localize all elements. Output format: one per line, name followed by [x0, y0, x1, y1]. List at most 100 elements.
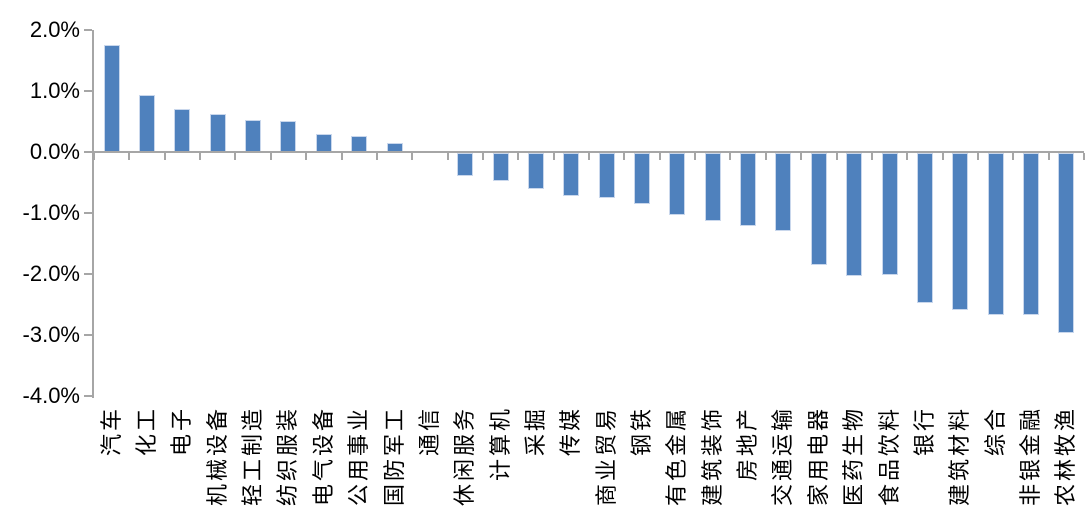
x-category-label: 医药生物	[841, 406, 867, 507]
y-tick-label: 0.0%	[29, 139, 80, 164]
x-category-label: 化工	[134, 406, 160, 457]
bar	[527, 153, 544, 190]
x-tick	[375, 153, 378, 160]
x-tick	[305, 153, 308, 160]
x-category-label: 综合	[982, 406, 1008, 457]
x-category-label: 机械设备	[204, 406, 230, 507]
bar	[280, 120, 297, 152]
x-tick	[1083, 153, 1085, 160]
bar	[563, 153, 580, 196]
x-tick	[800, 153, 803, 160]
x-category-label: 电气设备	[310, 406, 336, 507]
x-category-label: 建筑材料	[947, 406, 973, 507]
bar	[245, 119, 262, 152]
x-category-label: 非银金融	[1017, 406, 1043, 507]
bar	[846, 153, 863, 276]
x-tick	[729, 153, 732, 160]
bar	[669, 153, 686, 216]
x-tick	[1047, 153, 1050, 160]
x-category-label: 休闲服务	[452, 406, 478, 507]
x-category-label: 汽车	[98, 406, 124, 457]
bar	[103, 45, 120, 152]
x-tick	[623, 153, 626, 160]
x-tick	[446, 153, 449, 160]
x-tick	[234, 153, 237, 160]
x-category-label: 通信	[416, 406, 442, 457]
x-category-label: 纺织服装	[275, 406, 301, 507]
x-tick	[976, 153, 979, 160]
x-tick	[163, 153, 166, 160]
y-tick-label: 2.0%	[29, 16, 80, 42]
x-category-label: 房地产	[735, 406, 761, 482]
x-category-label: 建筑装饰	[699, 406, 725, 507]
x-category-label: 轻工制造	[240, 406, 266, 507]
x-tick	[658, 153, 661, 160]
bar	[209, 114, 226, 152]
x-category-label: 采掘	[522, 406, 548, 457]
y-tick	[84, 334, 92, 337]
x-category-label: 公用事业	[346, 406, 372, 507]
x-tick	[199, 153, 202, 160]
y-tick	[84, 89, 92, 92]
x-tick	[588, 153, 590, 160]
bar	[1058, 153, 1075, 334]
bar	[704, 153, 721, 221]
x-category-label: 有色金属	[664, 406, 690, 507]
y-axis-line	[92, 29, 94, 399]
x-tick	[764, 153, 767, 160]
y-tick	[84, 212, 92, 215]
bar	[351, 135, 368, 152]
bar	[315, 134, 332, 152]
x-category-label: 银行	[911, 406, 937, 457]
x-tick	[517, 153, 520, 160]
x-category-label: 电子	[169, 406, 195, 457]
x-tick	[941, 153, 944, 160]
bar	[987, 153, 1004, 316]
x-category-label: 商业贸易	[593, 406, 619, 507]
y-tick	[84, 151, 92, 153]
bar	[916, 153, 933, 304]
y-tick	[84, 273, 92, 276]
bar	[881, 153, 898, 276]
bar	[598, 153, 615, 198]
x-category-label: 钢铁	[629, 406, 655, 457]
y-tick-label: -2.0%	[22, 261, 80, 287]
x-category-label: 国防军工	[381, 406, 407, 507]
y-tick	[84, 395, 92, 398]
bar	[1022, 153, 1039, 316]
x-category-label: 交通运输	[770, 406, 796, 507]
x-category-label: 家用电器	[805, 406, 831, 507]
x-tick	[128, 153, 131, 160]
bar	[139, 95, 156, 152]
x-category-label: 传媒	[558, 406, 584, 457]
y-tick-label: -1.0%	[22, 200, 80, 226]
x-tick	[694, 153, 697, 160]
bar	[634, 153, 651, 204]
y-tick	[84, 28, 92, 31]
x-tick	[1012, 153, 1015, 160]
x-tick	[269, 153, 272, 160]
y-tick-label: -4.0%	[22, 383, 80, 409]
x-tick	[93, 153, 95, 160]
bar	[810, 153, 827, 266]
x-tick	[481, 153, 484, 160]
x-tick	[411, 153, 414, 160]
bar	[457, 153, 474, 176]
x-category-label: 农林牧渔	[1053, 406, 1079, 507]
x-axis-zero-line	[92, 151, 1084, 153]
y-tick-label: -3.0%	[22, 322, 80, 348]
x-tick	[906, 153, 909, 160]
bar	[952, 153, 969, 310]
bar	[174, 109, 191, 152]
x-category-label: 计算机	[487, 406, 513, 482]
x-tick	[552, 153, 555, 160]
x-category-label: 食品饮料	[876, 406, 902, 507]
x-tick	[340, 153, 343, 160]
x-tick	[870, 153, 873, 160]
bar	[492, 153, 509, 182]
x-tick	[835, 153, 838, 160]
bar	[775, 153, 792, 231]
bar	[740, 153, 757, 227]
y-tick-label: 1.0%	[29, 77, 80, 103]
